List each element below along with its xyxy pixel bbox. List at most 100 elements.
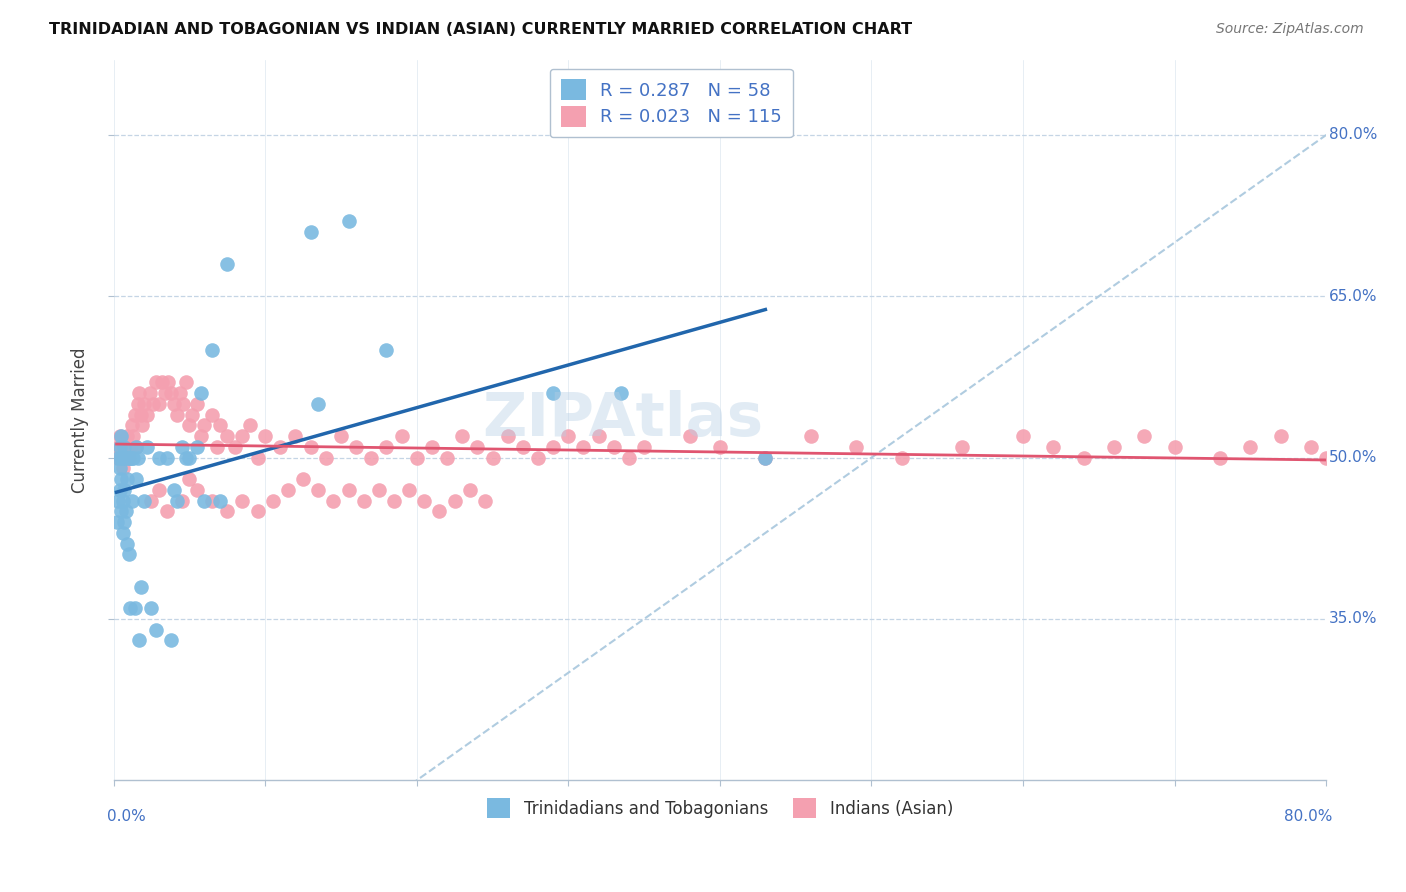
Point (115, 429, 138, 443)
Point (112, 515, 135, 529)
Point (190, 429, 212, 443)
Point (148, 450, 170, 465)
Point (110, 472, 132, 486)
Point (112, 440, 135, 454)
Point (398, 483, 420, 497)
Point (169, 386, 191, 401)
Point (541, 440, 564, 454)
Point (474, 493, 496, 508)
Point (176, 376, 198, 390)
Point (1102, 440, 1125, 454)
Point (382, 493, 405, 508)
Point (1315, 450, 1337, 465)
Point (307, 483, 329, 497)
Point (110, 504, 132, 518)
Point (190, 386, 212, 401)
Point (122, 429, 145, 443)
Point (110, 450, 132, 465)
Point (160, 386, 183, 401)
Point (467, 440, 489, 454)
Point (111, 461, 134, 475)
Point (284, 429, 307, 443)
Point (107, 440, 129, 454)
Text: 0.0%: 0.0% (107, 809, 146, 824)
Point (246, 504, 269, 518)
Point (367, 483, 389, 497)
Point (299, 440, 322, 454)
Text: 80.0%: 80.0% (1284, 809, 1333, 824)
Point (155, 450, 177, 465)
Point (172, 397, 194, 411)
Point (114, 450, 136, 465)
Point (890, 450, 912, 465)
Point (254, 429, 277, 443)
Point (429, 504, 451, 518)
Point (217, 429, 239, 443)
Point (186, 483, 208, 497)
Point (108, 461, 131, 475)
Point (111, 450, 134, 465)
Point (121, 493, 143, 508)
Point (481, 450, 503, 465)
Point (269, 440, 291, 454)
Point (572, 440, 595, 454)
Point (344, 440, 367, 454)
Point (110, 429, 132, 443)
Point (129, 580, 152, 594)
Point (201, 493, 224, 508)
Point (246, 450, 269, 465)
Point (186, 440, 208, 454)
Point (186, 397, 208, 411)
Point (329, 429, 352, 443)
Point (375, 440, 398, 454)
Point (118, 450, 141, 465)
Point (391, 429, 413, 443)
Point (176, 450, 198, 465)
Point (239, 418, 262, 433)
Point (451, 429, 474, 443)
Point (107, 493, 129, 508)
Text: 50.0%: 50.0% (1329, 450, 1376, 465)
Point (557, 429, 579, 443)
Point (179, 450, 201, 465)
Point (132, 493, 155, 508)
Point (193, 493, 215, 508)
Point (163, 483, 186, 497)
Point (1133, 429, 1156, 443)
Point (952, 440, 974, 454)
Point (458, 483, 481, 497)
Point (127, 450, 149, 465)
Point (179, 472, 201, 486)
Point (1073, 450, 1095, 465)
Point (299, 225, 322, 239)
Point (118, 450, 141, 465)
Point (114, 450, 136, 465)
Point (114, 504, 136, 518)
Point (527, 450, 550, 465)
Point (145, 376, 167, 390)
Text: 35.0%: 35.0% (1329, 611, 1378, 626)
Point (208, 493, 231, 508)
Point (125, 440, 148, 454)
Point (170, 440, 193, 454)
Point (496, 429, 519, 443)
Point (108, 483, 131, 497)
Point (217, 257, 239, 271)
Point (231, 429, 253, 443)
Y-axis label: Currently Married: Currently Married (72, 347, 89, 492)
Point (107, 450, 129, 465)
Point (443, 493, 465, 508)
Point (166, 408, 188, 422)
Point (353, 493, 375, 508)
Point (603, 440, 626, 454)
Point (262, 493, 284, 508)
Point (610, 386, 633, 401)
Point (110, 450, 132, 465)
Point (139, 386, 162, 401)
Point (141, 493, 163, 508)
Point (125, 440, 148, 454)
Point (163, 397, 186, 411)
Point (170, 493, 193, 508)
Point (709, 440, 731, 454)
Text: ZIPAtlas: ZIPAtlas (482, 391, 763, 450)
